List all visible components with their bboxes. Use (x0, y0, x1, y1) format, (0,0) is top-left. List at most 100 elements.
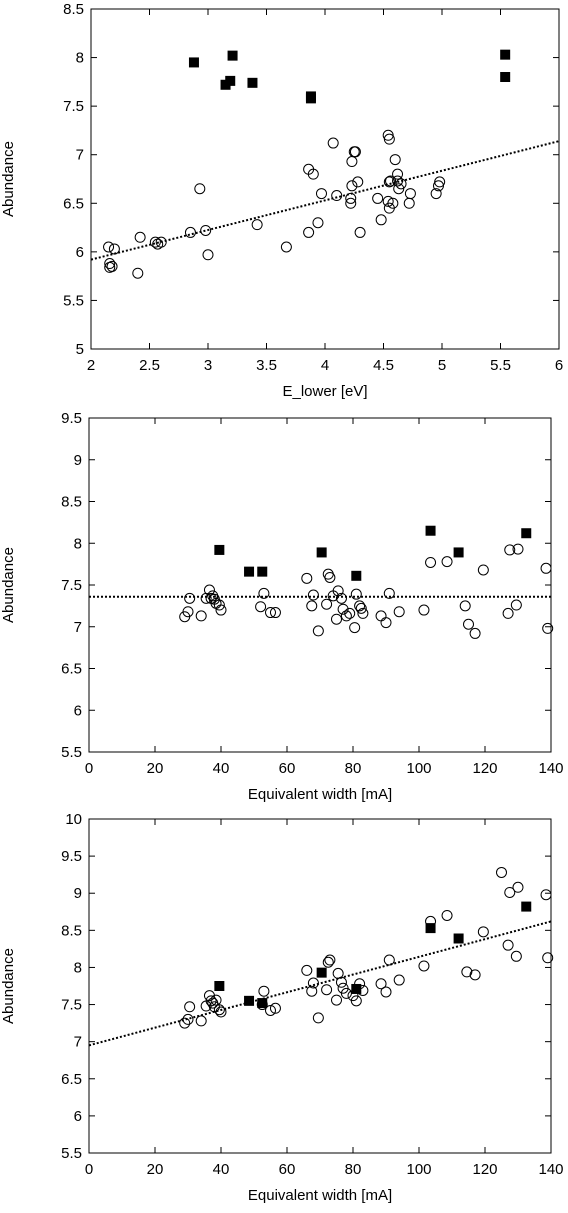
data-point-open-circle (182, 606, 194, 618)
data-point-open-circle (210, 994, 222, 1006)
data-point-open-circle (195, 610, 207, 622)
data-point-filled-square (305, 91, 316, 102)
data-point-open-circle (380, 617, 392, 629)
data-point-open-circle (540, 562, 552, 574)
x-axis-label: E_lower [eV] (282, 383, 367, 400)
x-tick-label: 120 (472, 1161, 497, 1178)
data-point-open-circle (383, 176, 395, 188)
data-point-open-circle (469, 627, 481, 639)
data-point-open-circle (195, 1015, 207, 1027)
data-point-open-circle (404, 188, 416, 200)
x-tick-label: 80 (345, 760, 362, 777)
plot-frame (90, 8, 560, 350)
y-tick-label: 8.5 (63, 1, 84, 18)
data-point-open-circle (306, 600, 318, 612)
y-tick-label: 7 (74, 1034, 82, 1051)
data-point-open-circle (335, 592, 347, 604)
data-point-open-circle (132, 267, 144, 279)
x-axis-label: Equivalent width [mA] (248, 1187, 392, 1204)
data-point-open-circle (349, 622, 361, 634)
y-tick-label: 9.5 (61, 410, 82, 427)
data-point-open-circle (213, 1004, 225, 1016)
plot-frame (88, 818, 552, 1154)
data-point-filled-square (257, 566, 268, 577)
x-tick-label: 3.5 (256, 357, 277, 374)
data-point-open-circle (265, 1004, 276, 1016)
data-point-open-circle (331, 994, 342, 1006)
data-point-open-circle (375, 610, 387, 622)
data-point-filled-square (244, 566, 255, 577)
y-tick-label: 7.5 (61, 577, 82, 594)
data-point-open-circle (307, 977, 319, 989)
y-tick-label: 8 (76, 50, 84, 67)
data-point-open-circle (258, 587, 270, 599)
data-point-open-circle (350, 588, 362, 600)
data-point-open-circle (301, 572, 313, 584)
data-point-filled-square (521, 901, 532, 912)
data-point-open-circle (331, 613, 342, 625)
data-point-open-circle (303, 226, 315, 238)
data-point-filled-square (188, 57, 199, 68)
data-point-open-circle (463, 618, 474, 630)
data-point-open-circle (504, 544, 516, 556)
y-tick-label: 6.5 (61, 661, 82, 678)
data-point-open-circle (352, 176, 364, 188)
y-tick-label: 8 (74, 535, 82, 552)
data-point-open-circle (383, 133, 395, 145)
data-point-open-circle (345, 192, 357, 204)
data-point-filled-square (500, 72, 511, 82)
data-point-open-circle (331, 190, 343, 202)
y-axis-label: Abundance (0, 141, 17, 217)
data-point-open-circle (203, 584, 215, 596)
trend-line (88, 920, 552, 1047)
data-point-open-circle (393, 606, 405, 618)
data-point-filled-square (225, 75, 236, 86)
data-point-open-circle (502, 607, 514, 619)
x-tick-label: 20 (147, 760, 164, 777)
data-point-open-circle (430, 188, 442, 200)
y-tick-label: 6.5 (61, 1071, 82, 1088)
y-tick-label: 5.5 (63, 292, 84, 309)
data-point-open-circle (134, 231, 146, 243)
plot-frame (88, 417, 552, 753)
data-point-open-circle (344, 607, 356, 619)
data-point-open-circle (322, 956, 334, 968)
data-point-open-circle (375, 978, 387, 990)
data-point-open-circle (312, 1012, 324, 1024)
data-point-open-circle (269, 1002, 281, 1014)
data-point-open-circle (357, 607, 369, 619)
data-point-open-circle (383, 587, 395, 599)
y-tick-label: 8 (74, 959, 82, 976)
data-point-open-circle (307, 589, 319, 601)
data-point-open-circle (108, 243, 120, 255)
data-point-open-circle (512, 881, 524, 893)
data-point-open-circle (403, 197, 415, 209)
y-tick-label: 9 (74, 885, 82, 902)
x-tick-label: 100 (406, 760, 431, 777)
data-point-filled-square (425, 923, 436, 934)
x-tick-label: 0 (85, 1161, 93, 1178)
data-point-open-circle (215, 604, 227, 616)
y-tick-label: 6 (74, 702, 82, 719)
data-point-filled-square (351, 570, 362, 581)
data-point-open-circle (380, 986, 392, 998)
data-point-open-circle (512, 543, 524, 555)
data-point-open-circle (327, 137, 339, 149)
data-point-open-circle (382, 195, 394, 207)
data-point-open-circle (461, 966, 473, 978)
data-point-open-circle (425, 556, 437, 568)
data-point-open-circle (434, 176, 446, 188)
x-tick-label: 140 (538, 760, 563, 777)
data-point-open-circle (542, 622, 554, 634)
x-tick-label: 60 (279, 1161, 296, 1178)
trend-line (90, 140, 560, 261)
data-point-open-circle (354, 600, 366, 612)
data-point-open-circle (496, 866, 507, 878)
data-point-open-circle (504, 886, 516, 898)
x-tick-label: 2 (87, 357, 95, 374)
data-point-open-circle (349, 146, 361, 158)
y-tick-label: 7.5 (63, 98, 84, 115)
data-point-open-circle (215, 1006, 227, 1018)
data-point-open-circle (477, 926, 489, 938)
data-point-filled-square (257, 998, 268, 1009)
